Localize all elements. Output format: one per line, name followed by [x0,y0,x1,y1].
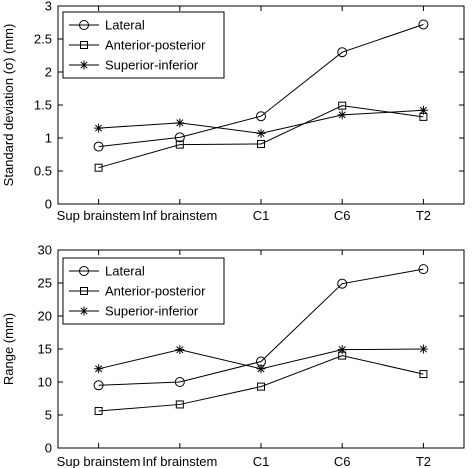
legend-label: Superior-inferior [105,58,199,73]
legend-label: Lateral [105,18,145,33]
data-point [337,345,347,355]
series-superior-inferior [94,105,428,138]
series-lateral [93,19,429,152]
data-point [257,382,265,391]
y-tick-label: 0 [45,197,52,212]
series-line [98,105,424,169]
legend-marker [79,266,89,276]
legend-marker [79,60,89,70]
y-tick-label: 0 [45,441,52,456]
data-point [94,123,104,133]
data-point [256,364,266,374]
legend: Lateral Anterior-posterior Superior-inferi… [62,11,225,79]
legend-marker [80,41,88,49]
data-point [337,47,348,58]
data-point [93,141,104,152]
legend-marker [79,20,89,30]
legend-label: Superior-inferior [105,304,199,319]
x-tick-label: Sup brainstem [57,454,141,468]
y-tick-label: 2.5 [34,32,52,47]
data-point [94,163,103,172]
series-line [98,24,424,148]
series-line [98,355,424,412]
y-tick-label: 3 [45,0,52,14]
series-line [98,268,424,386]
series-anterior-posterior [94,101,428,172]
data-point [94,407,103,416]
data-point [337,278,348,289]
x-tick-label: Inf brainstem [142,454,217,468]
legend-marker [80,287,88,295]
legend-label: Lateral [105,264,145,279]
data-point [419,370,428,379]
data-point [175,118,185,128]
y-tick-label: 10 [38,375,52,390]
legend-label: Anterior-posterior [105,284,206,299]
data-point [175,140,184,149]
legend-marker [79,306,89,316]
data-point [418,105,428,115]
data-point [256,111,266,122]
data-point [93,380,104,391]
x-tick-label: T2 [416,454,431,468]
x-tick-label: Sup brainstem [57,208,141,223]
data-point [175,345,185,355]
data-point [175,400,184,409]
y-axis-label: Range (mm) [1,313,16,385]
series-lateral [93,264,429,391]
x-tick-label: T2 [416,208,431,223]
y-tick-label: 0.5 [34,164,52,179]
x-tick-label: Inf brainstem [142,208,217,223]
legend-label: Anterior-posterior [105,38,206,53]
data-point [94,364,104,374]
y-tick-label: 1 [45,131,52,146]
x-tick-label: C6 [334,454,351,468]
y-tick-label: 15 [38,342,52,357]
x-tick-label: C6 [334,208,351,223]
series-anterior-posterior [94,351,428,416]
data-point [338,101,347,110]
legend: Lateral Anterior-posterior Superior-inferi… [62,257,225,325]
data-point [174,132,185,143]
y-tick-label: 2 [45,65,52,80]
x-tick-label: C1 [253,454,270,468]
data-point [256,128,266,138]
range-chart: 0 5 10 15 20 25 30 Sup brainstem Inf brainstem C1… [1,243,465,468]
data-point [174,377,185,387]
y-tick-label: 20 [38,309,52,324]
data-point [418,264,429,275]
std-dev-chart: 0 0.5 1 1.5 2 2.5 3 Sup brainstem Inf brainstem C… [1,0,465,223]
y-tick-label: 1.5 [34,98,52,113]
y-tick-label: 5 [45,408,52,423]
y-tick-label: 30 [38,243,52,258]
y-tick-label: 25 [38,276,52,291]
data-point [418,19,429,30]
data-point [257,139,265,148]
y-axis-label: Standard deviation (σ) (mm) [1,24,16,187]
data-point [337,110,347,120]
x-tick-label: C1 [253,208,270,223]
series-superior-inferior [94,344,428,374]
data-point [418,344,428,354]
